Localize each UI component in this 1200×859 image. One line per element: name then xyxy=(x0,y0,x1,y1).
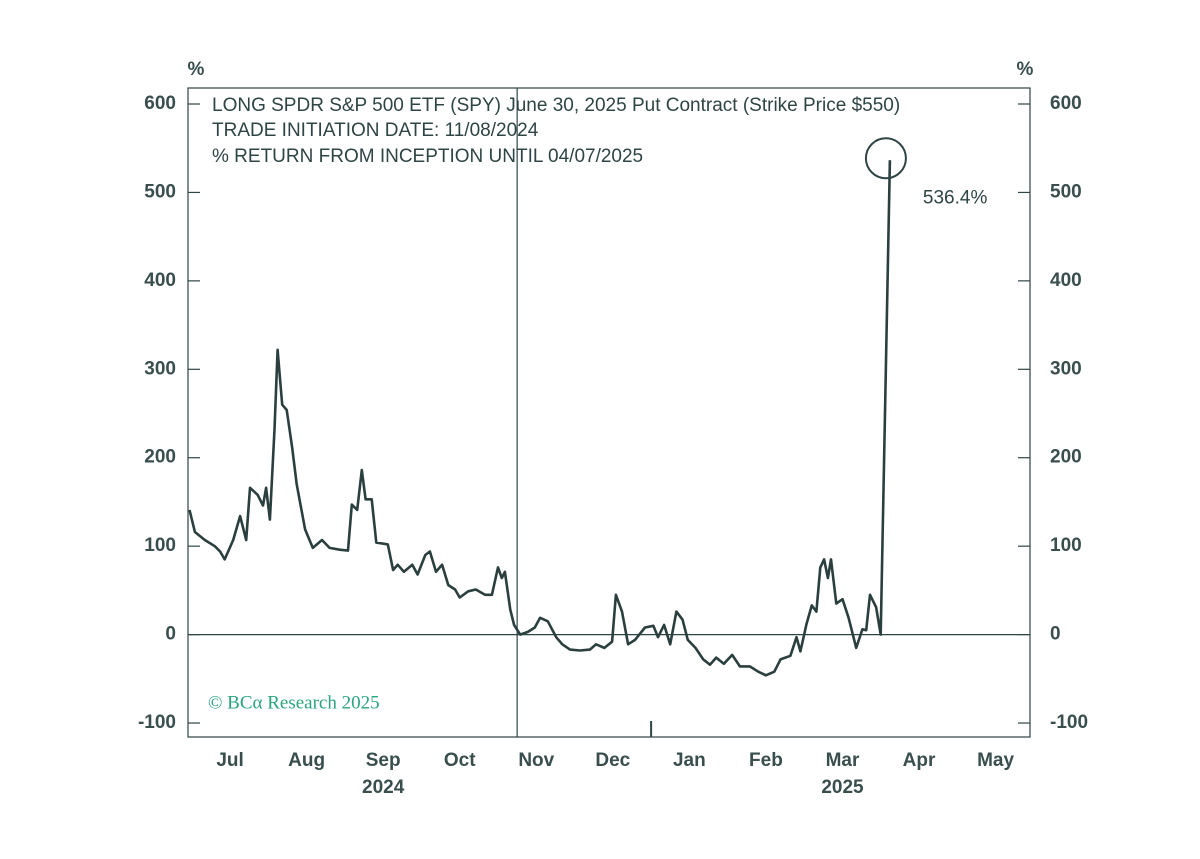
x-tick-label: Feb xyxy=(749,750,783,771)
y-tick-label: 100 xyxy=(144,535,176,556)
y-tick-label: 400 xyxy=(144,270,176,291)
y-tick-label: 600 xyxy=(144,93,176,114)
title-line: % RETURN FROM INCEPTION UNTIL 04/07/2025 xyxy=(212,146,643,167)
annotation-label: 536.4% xyxy=(923,187,988,208)
x-tick-label: Jul xyxy=(216,750,243,771)
y2-unit: % xyxy=(1017,59,1034,80)
x-tick-label: Apr xyxy=(903,750,936,771)
highlight-circle xyxy=(864,137,907,180)
y-tick-label: 0 xyxy=(165,624,176,645)
y2-tick-label: -100 xyxy=(1050,712,1088,733)
x-tick-label: Dec xyxy=(595,750,630,771)
year-label: 2025 xyxy=(821,777,864,798)
x-tick-label: Jan xyxy=(673,750,706,771)
x-tick-label: Oct xyxy=(444,750,476,771)
watermark: © BCα Research 2025 xyxy=(208,692,380,713)
y-tick-label: 300 xyxy=(144,358,176,379)
x-tick-label: May xyxy=(977,750,1014,771)
title-line: TRADE INITIATION DATE: 11/08/2024 xyxy=(212,120,539,141)
y-tick-label: -100 xyxy=(138,712,176,733)
y2-tick-label: 400 xyxy=(1050,270,1082,291)
y-unit: % xyxy=(188,59,205,80)
x-tick-label: Sep xyxy=(366,750,401,771)
x-tick-label: Mar xyxy=(826,750,860,771)
x-tick-label: Aug xyxy=(288,750,325,771)
year-label: 2024 xyxy=(362,777,405,798)
y-tick-label: 200 xyxy=(144,447,176,468)
y2-tick-label: 300 xyxy=(1050,358,1082,379)
title-line: LONG SPDR S&P 500 ETF (SPY) June 30, 202… xyxy=(212,95,900,116)
y2-tick-label: 600 xyxy=(1050,93,1082,114)
y2-tick-label: 200 xyxy=(1050,447,1082,468)
y-tick-label: 500 xyxy=(144,181,176,202)
series-line xyxy=(188,160,892,677)
plot-frame xyxy=(187,87,1031,738)
y2-tick-label: 100 xyxy=(1050,535,1082,556)
y2-tick-label: 0 xyxy=(1050,624,1061,645)
x-tick-label: Nov xyxy=(518,750,554,771)
y2-tick-label: 500 xyxy=(1050,181,1082,202)
